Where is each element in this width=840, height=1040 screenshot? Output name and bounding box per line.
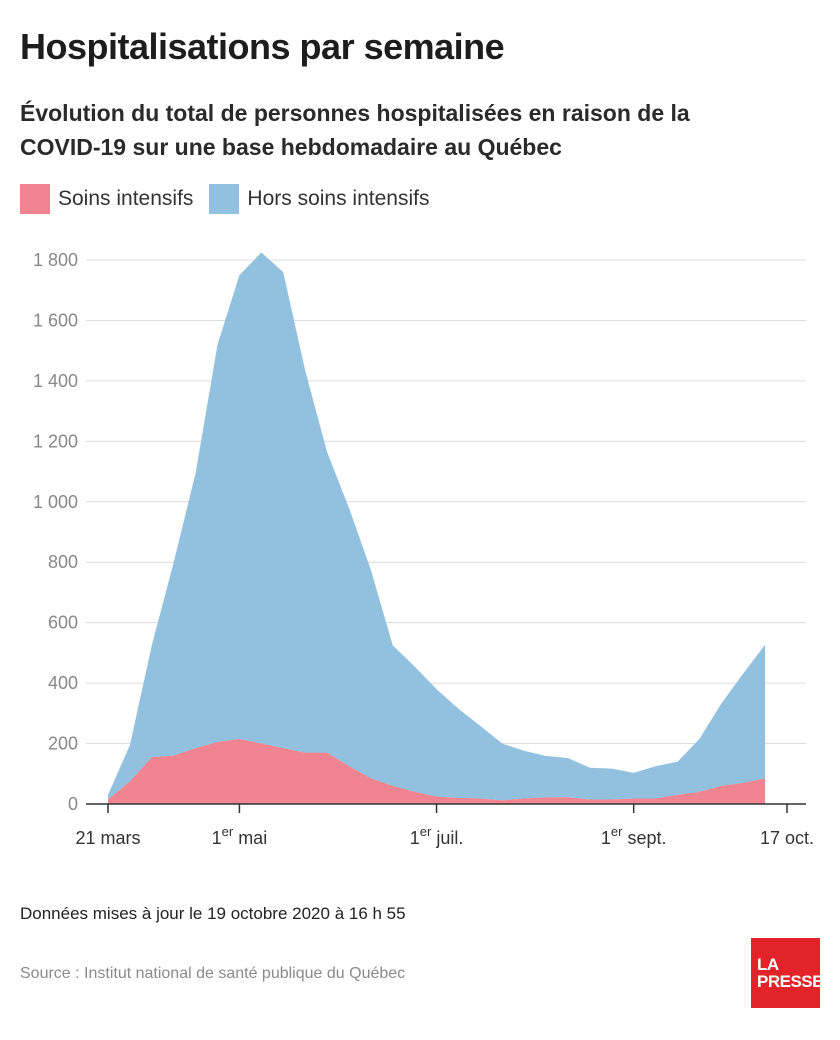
y-tick-label-400: 400 <box>48 673 78 693</box>
chart-subtitle: Évolution du total de personnes hospital… <box>20 100 690 160</box>
y-tick-label-1200: 1 200 <box>33 431 78 451</box>
logo-line-1: LA <box>757 955 779 974</box>
y-tick-label-800: 800 <box>48 552 78 572</box>
chart-title: Hospitalisations par semaine <box>20 26 505 67</box>
legend-item-hors-soins-intensifs: Hors soins intensifs <box>209 184 429 214</box>
y-tick-label-1800: 1 800 <box>33 250 78 270</box>
x-tick-label-0: 21 mars <box>75 828 140 848</box>
legend: Soins intensifs Hors soins intensifs <box>20 184 445 214</box>
x-tick-label-1: 1er mai <box>212 824 268 848</box>
y-tick-label-1600: 1 600 <box>33 310 78 330</box>
legend-item-soins-intensifs: Soins intensifs <box>20 184 193 214</box>
legend-label-hors-soins-intensifs: Hors soins intensifs <box>247 187 430 210</box>
y-tick-label-600: 600 <box>48 613 78 633</box>
y-tick-label-1000: 1 000 <box>33 492 78 512</box>
legend-label-soins-intensifs: Soins intensifs <box>58 187 194 210</box>
area-chart: 0 200 400 600 800 1 000 1 200 1 400 1 600 1 800 21… <box>33 250 814 848</box>
x-tick-label-3: 1er sept. <box>601 824 667 848</box>
legend-swatch-soins-intensifs <box>20 184 50 214</box>
update-note: Données mises à jour le 19 octobre 2020 … <box>20 904 406 923</box>
x-tick-label-4: 17 oct. <box>760 828 814 848</box>
y-tick-label-1400: 1 400 <box>33 371 78 391</box>
series-hors-soins-intensifs-area <box>108 252 766 801</box>
x-tick-label-2: 1er juil. <box>410 824 464 848</box>
logo-line-2: PRESSE <box>757 972 823 991</box>
la-presse-logo: LA PRESSE <box>751 938 823 1008</box>
y-tick-label-200: 200 <box>48 734 78 754</box>
y-tick-label-0: 0 <box>68 794 78 814</box>
series-soins-intensifs-area <box>108 739 766 804</box>
legend-swatch-hors-soins-intensifs <box>209 184 240 214</box>
source-note: Source : Institut national de santé publ… <box>20 965 406 982</box>
